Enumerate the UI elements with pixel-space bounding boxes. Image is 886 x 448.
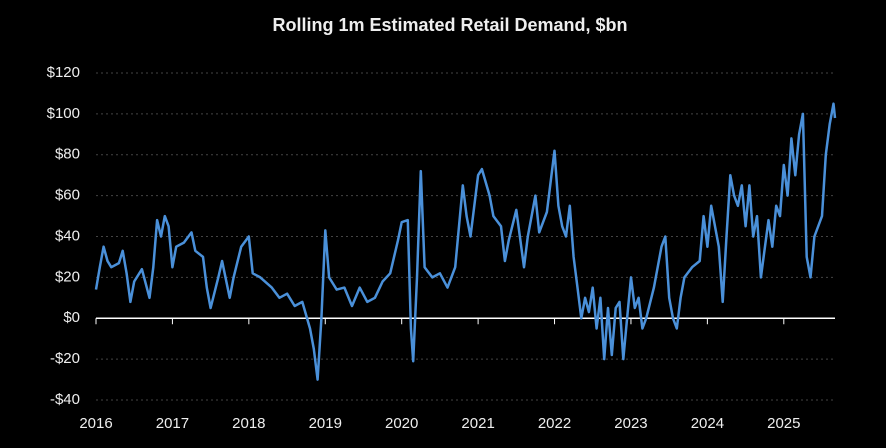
x-tick-label: 2016: [79, 415, 112, 432]
y-tick-label: $80: [55, 146, 80, 163]
x-tick-label: 2025: [767, 415, 800, 432]
y-tick-label: $100: [47, 105, 80, 122]
x-tick-label: 2021: [461, 415, 494, 432]
chart-title: Rolling 1m Estimated Retail Demand, $bn: [272, 15, 627, 35]
y-tick-label: $60: [55, 187, 80, 204]
x-tick-label: 2018: [232, 415, 265, 432]
x-tick-label: 2017: [156, 415, 189, 432]
y-tick-label: $20: [55, 268, 80, 285]
x-tick-label: 2019: [309, 415, 342, 432]
x-tick-label: 2020: [385, 415, 418, 432]
y-tick-label: $120: [47, 64, 80, 81]
x-tick-label: 2023: [614, 415, 647, 432]
y-tick-label: -$40: [50, 391, 80, 408]
data-line: [94, 102, 837, 381]
y-tick-label: $40: [55, 227, 80, 244]
x-tick-label: 2024: [691, 415, 724, 432]
y-tick-label: -$20: [50, 350, 80, 367]
y-tick-label: $0: [63, 309, 80, 326]
x-tick-label: 2022: [538, 415, 571, 432]
